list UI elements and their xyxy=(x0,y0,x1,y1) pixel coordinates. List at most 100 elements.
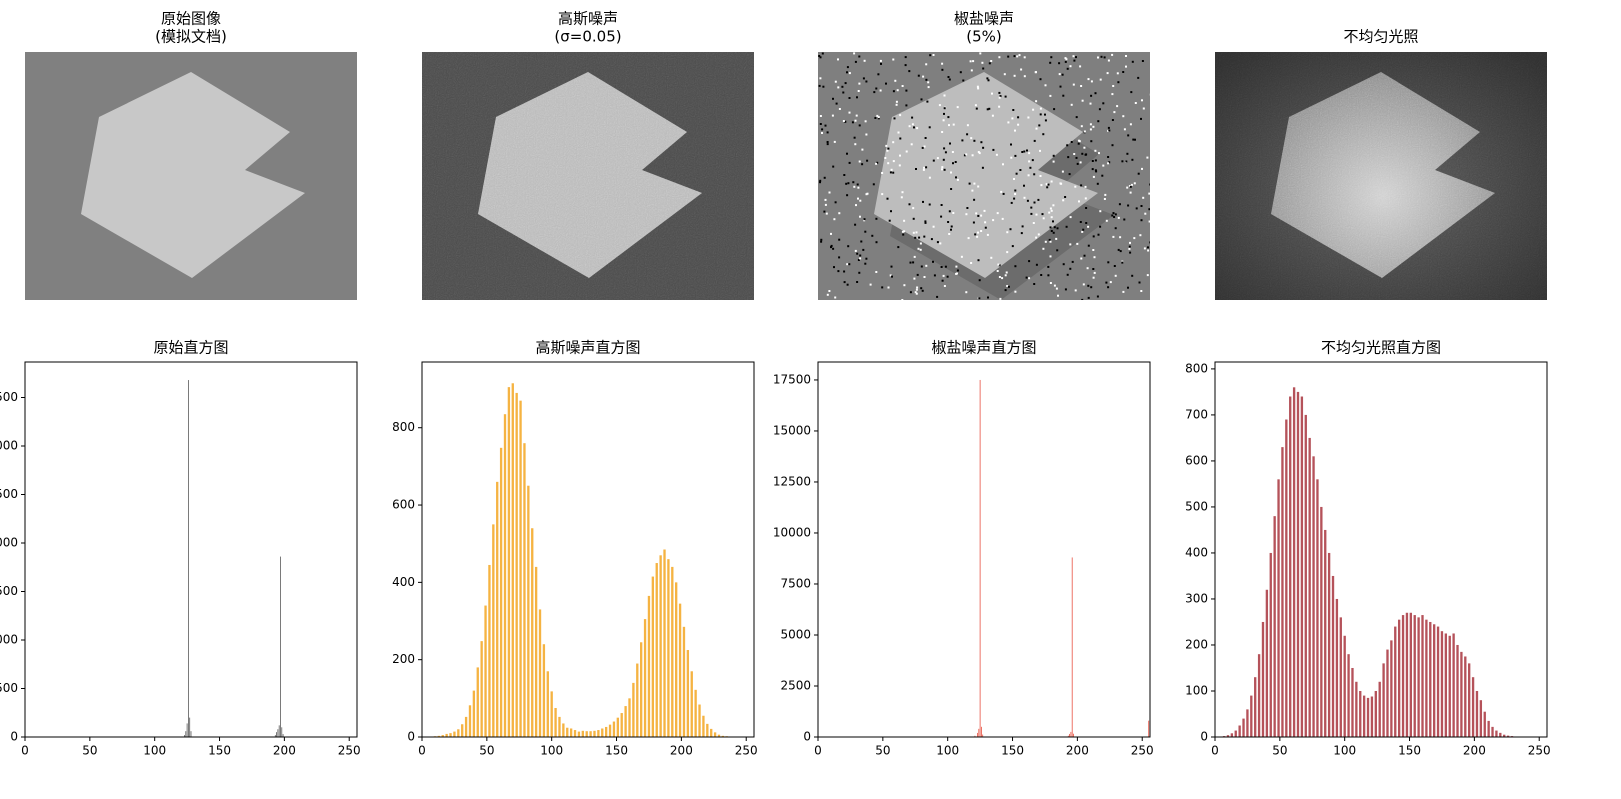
y-tick-label: 12500 xyxy=(0,487,18,501)
noise-dot xyxy=(858,160,861,163)
noise-dot xyxy=(865,80,868,83)
noise-dot xyxy=(1011,117,1014,120)
noise-dot xyxy=(1004,274,1007,277)
noise-dot xyxy=(969,60,972,63)
noise-dot xyxy=(865,257,868,260)
histogram-bar xyxy=(675,582,678,737)
histogram-bar xyxy=(1386,649,1389,737)
document-shape xyxy=(81,72,305,278)
noise-dot xyxy=(838,108,841,110)
noise-dot xyxy=(824,198,827,201)
noise-dot xyxy=(1069,65,1072,68)
noise-dot xyxy=(956,178,959,181)
histogram-bar xyxy=(1421,615,1424,737)
noise-dot xyxy=(1021,225,1024,228)
noise-dot xyxy=(1050,230,1053,232)
noise-dot xyxy=(1064,196,1067,198)
noise-dot xyxy=(866,159,869,162)
noise-dot xyxy=(1052,220,1054,223)
noise-dot xyxy=(1113,216,1116,218)
noise-dot xyxy=(1055,287,1058,290)
histogram-bar xyxy=(441,735,444,737)
noise-dot xyxy=(984,221,987,224)
noise-dot xyxy=(842,91,845,94)
histogram-bar xyxy=(1401,615,1405,737)
noise-dot xyxy=(997,263,1000,266)
histogram-bar xyxy=(1448,635,1451,737)
noise-dot xyxy=(1044,119,1047,122)
histogram-bar xyxy=(1261,621,1265,737)
noise-dot xyxy=(1035,127,1038,130)
noise-dot xyxy=(1128,245,1131,248)
noise-dot xyxy=(835,102,838,105)
noise-dot xyxy=(1129,123,1132,126)
histogram-bar xyxy=(503,414,507,737)
noise-dot xyxy=(1099,225,1102,228)
noise-dot xyxy=(901,191,904,194)
noise-dot xyxy=(913,126,915,129)
noise-dot xyxy=(1075,56,1077,59)
noise-dot xyxy=(1048,238,1051,241)
chart-title: 椒盐噪声直方图 xyxy=(931,339,1036,357)
histogram-bar xyxy=(1242,718,1245,737)
noise-dot xyxy=(1072,83,1075,86)
noise-dot xyxy=(856,252,859,255)
noise-dot xyxy=(1000,190,1003,193)
histogram-bar xyxy=(496,481,499,737)
noise-dot xyxy=(1050,180,1053,183)
histogram-bar xyxy=(706,723,709,737)
noise-dot xyxy=(1083,254,1086,257)
x-tick-label: 50 xyxy=(1272,744,1287,758)
noise-dot xyxy=(1147,249,1150,252)
noise-dot xyxy=(1052,154,1055,157)
noise-dot xyxy=(1073,153,1076,155)
noise-dot xyxy=(1134,102,1137,104)
noise-dot xyxy=(854,249,857,252)
noise-dot xyxy=(1141,167,1143,170)
noise-dot xyxy=(858,82,861,85)
noise-dot xyxy=(1044,240,1047,243)
noise-dot xyxy=(899,154,901,157)
noise-dot xyxy=(1133,182,1136,185)
histogram-bar xyxy=(1265,589,1269,737)
noise-dot xyxy=(915,231,918,234)
image xyxy=(1215,52,1547,300)
histogram-bar xyxy=(1312,456,1315,737)
histogram-bar xyxy=(445,733,448,737)
noise-dot xyxy=(844,82,847,85)
histogram-bar xyxy=(1148,720,1150,737)
noise-dot xyxy=(1065,225,1068,228)
noise-dot xyxy=(942,274,945,277)
noise-dot xyxy=(1084,197,1087,200)
noise-dot xyxy=(905,150,908,153)
x-tick-label: 50 xyxy=(479,744,494,758)
y-tick-label: 0 xyxy=(1200,730,1208,744)
noise-dot xyxy=(1148,220,1150,223)
noise-dot xyxy=(1026,199,1029,202)
noise-dot xyxy=(1023,196,1026,199)
noise-dot xyxy=(832,97,834,100)
noise-dot xyxy=(996,212,999,215)
x-tick-label: 200 xyxy=(1463,744,1486,758)
histogram-bar xyxy=(276,732,277,737)
noise-dot xyxy=(1058,73,1061,76)
noise-dot xyxy=(971,189,974,192)
histogram-bar xyxy=(534,566,538,737)
noise-dot xyxy=(998,264,1001,267)
noise-dot xyxy=(838,256,841,259)
noise-dot xyxy=(824,203,827,206)
noise-dot xyxy=(967,237,970,240)
chart-title: 原始直方图 xyxy=(153,339,228,357)
noise-dot xyxy=(1125,55,1127,57)
noise-dot xyxy=(871,234,874,237)
noise-dot xyxy=(1035,263,1038,266)
histogram-bar xyxy=(717,734,721,737)
noise-dot xyxy=(1094,92,1097,95)
histogram-bar xyxy=(977,732,978,737)
noise-dot xyxy=(1056,227,1059,230)
histogram-bar xyxy=(678,603,682,737)
y-tick-label: 10000 xyxy=(773,525,811,539)
noise-dot xyxy=(1143,247,1146,250)
noise-dot xyxy=(818,55,821,57)
